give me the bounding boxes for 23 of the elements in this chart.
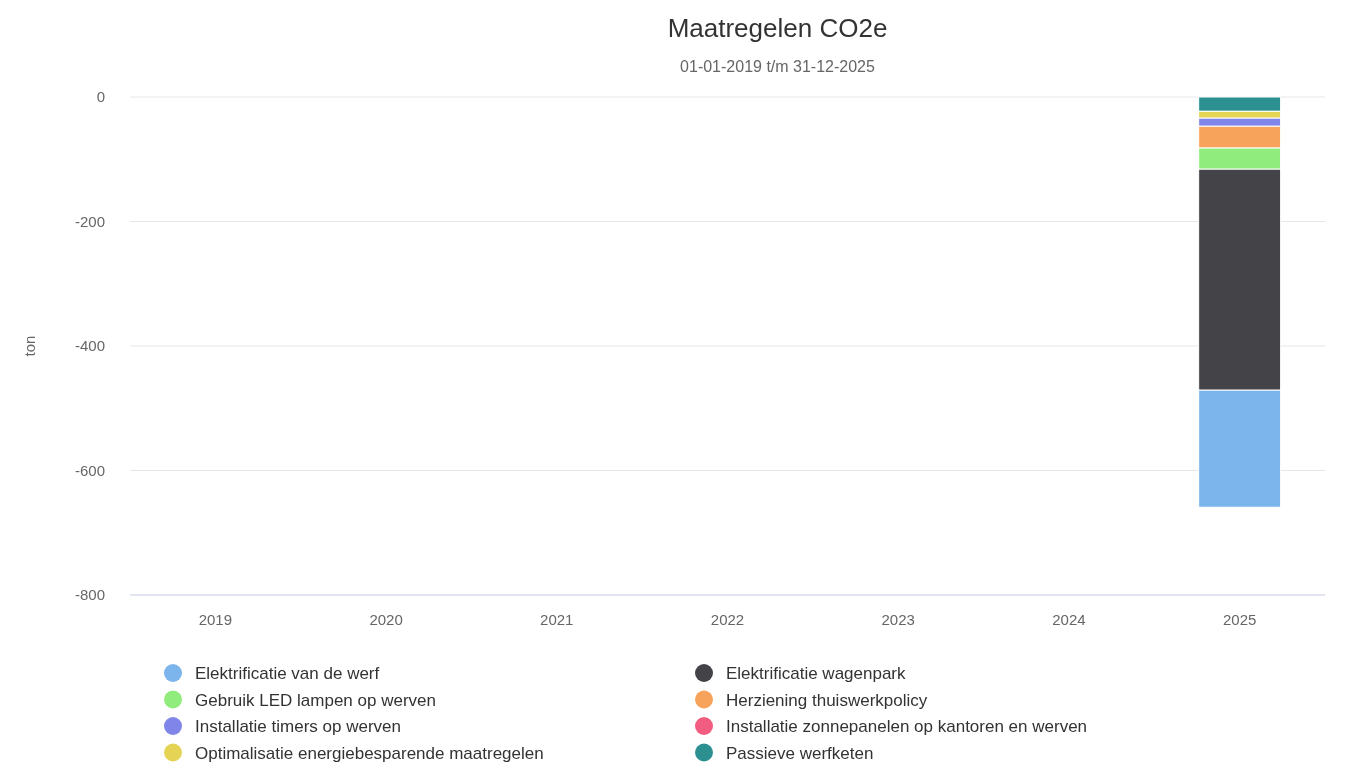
chart-title: Maatregelen CO2e <box>667 13 888 43</box>
y-tick-label: -800 <box>74 586 105 603</box>
x-tick-label: 2022 <box>710 611 745 628</box>
y-tick-label: -600 <box>74 461 105 479</box>
y-tick-label: -400 <box>74 337 105 354</box>
legend-label: Passieve werfketen <box>726 743 874 763</box>
y-tick-label: 0 <box>96 88 105 105</box>
y-axis-title: ton <box>21 335 38 357</box>
legend-label: Installatie zonnepanelen op kantoren en werven <box>726 717 1088 736</box>
chart-subtitle: 01-01-2019 t/m 31-12-2025 <box>680 58 875 75</box>
x-tick-label: 2021 <box>540 611 574 628</box>
legend-label: Optimalisatie energiebesparende maatregelen <box>195 743 544 763</box>
legend-label: Herziening thuiswerkpolicy <box>726 690 928 710</box>
x-tick-label: 2019 <box>198 611 233 628</box>
x-tick-label: 2023 <box>881 611 915 628</box>
legend-label: Gebruik LED lampen op werven <box>195 690 436 710</box>
x-tick-label: 2025 <box>1222 611 1257 628</box>
x-tick-label: 2020 <box>369 611 403 628</box>
x-tick-label: 2024 <box>1052 611 1086 628</box>
y-tick-label: -200 <box>74 212 105 230</box>
legend-label: Elektrificatie wagenpark <box>726 664 907 683</box>
legend-label: Elektrificatie van de werf <box>195 664 380 683</box>
legend-label: Installatie timers op werven <box>195 717 401 736</box>
